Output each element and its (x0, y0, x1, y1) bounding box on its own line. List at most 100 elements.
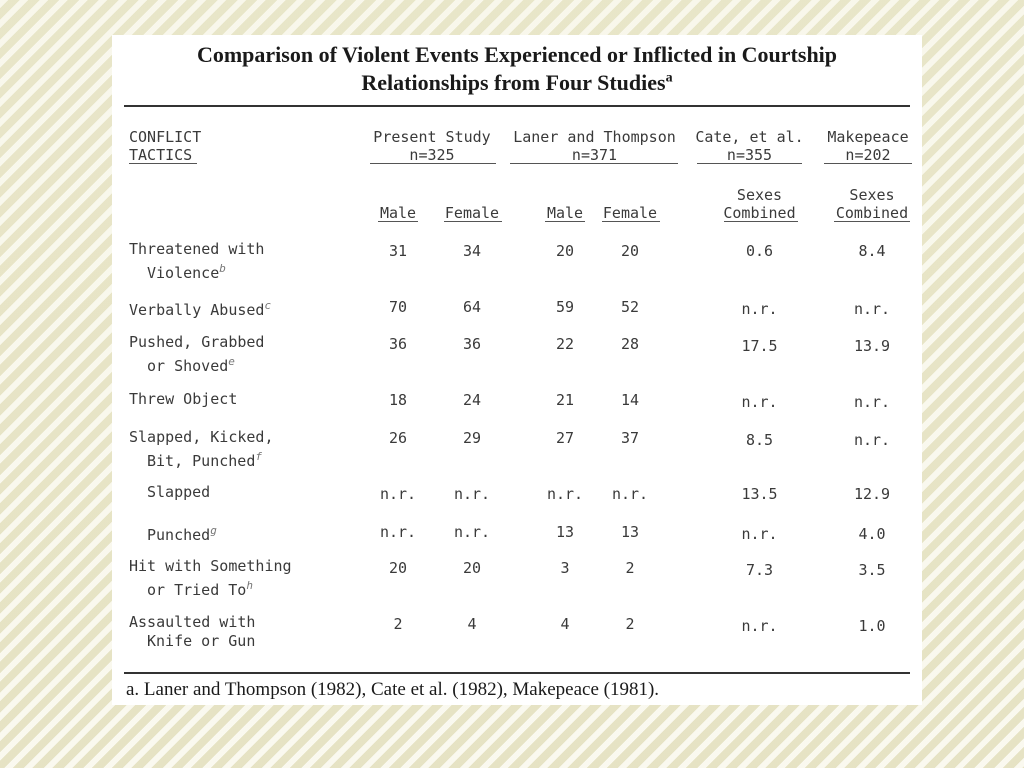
subcol-makepeace-sexes: Sexes (849, 186, 895, 204)
cell-cate-combined: n.r. (741, 617, 778, 635)
cell-present-male: 31 (388, 242, 408, 260)
cell-present-male: 36 (388, 335, 408, 353)
row-label-line-1: Verbally Abused (129, 301, 265, 319)
row-label: Hit with Something or Tried Toh (129, 557, 292, 600)
cell-cate-combined: 17.5 (741, 337, 778, 355)
footnote-marker: c (264, 299, 272, 312)
cell-cate-combined: n.r. (741, 525, 778, 543)
row-label-line-2: Bit, Punched (147, 452, 256, 470)
study-present-name: Present Study (373, 128, 491, 146)
row-label-line-1: Slapped, Kicked, (129, 428, 274, 446)
subcol-cate-sexes: Sexes (736, 186, 783, 204)
row-label-line-1: Hit with Something (129, 557, 292, 575)
table-title: Comparison of Violent Events Experienced… (112, 41, 922, 97)
study-cate-name: Cate, et al. (695, 128, 804, 146)
row-label: Slapped (129, 483, 210, 502)
cell-cate-combined: 0.6 (745, 242, 774, 260)
cell-present-female: n.r. (453, 485, 491, 503)
cell-present-male: 26 (388, 429, 408, 447)
cell-cate-combined: 13.5 (741, 485, 778, 503)
title-footnote-marker: a (665, 70, 673, 86)
row-label-line-1: Threw Object (129, 390, 238, 408)
cell-present-male: 70 (388, 298, 408, 316)
footnote-marker: h (246, 579, 253, 592)
cell-present-male: 18 (388, 391, 408, 409)
bottom-rule (124, 672, 910, 674)
cell-laner-female: 52 (620, 298, 640, 316)
cell-present-female: 64 (462, 298, 482, 316)
footnote-marker: e (228, 355, 235, 368)
cell-laner-male: 27 (555, 429, 575, 447)
cell-makepeace-combined: 1.0 (858, 617, 886, 635)
footnote-marker: b (219, 262, 226, 275)
cell-present-female: 34 (462, 242, 482, 260)
header-tactics: TACTICS (129, 146, 193, 164)
study-laner-n: n=371 (571, 146, 618, 164)
row-label-line-2: or Tried To (147, 581, 247, 599)
row-label: Threatened with Violenceb (129, 240, 264, 283)
row-label-line-2: Punched (147, 526, 211, 544)
cell-laner-female: 37 (620, 429, 640, 447)
cell-laner-male: n.r. (546, 485, 584, 503)
cell-laner-female: 14 (620, 391, 640, 409)
cell-laner-male: 59 (555, 298, 575, 316)
top-rule (124, 105, 910, 107)
cell-laner-female: 2 (625, 559, 635, 577)
title-line-2: Relationships from Four Studiesa (112, 69, 922, 97)
cell-present-male: n.r. (379, 523, 417, 541)
cell-cate-combined: 7.3 (745, 561, 774, 579)
row-label: Pushed, Grabbed or Shovede (129, 333, 264, 376)
cell-laner-female: 28 (620, 335, 640, 353)
cell-present-female: n.r. (453, 523, 491, 541)
subcol-present-male: Male (379, 204, 417, 222)
cell-cate-combined: n.r. (741, 393, 778, 411)
cell-laner-female: 13 (620, 523, 640, 541)
subcol-laner-female: Female (602, 204, 658, 222)
study-makepeace-name: Makepeace (827, 128, 909, 146)
cell-makepeace-combined: n.r. (853, 300, 891, 318)
subcol-present-male-underline (378, 221, 418, 222)
cell-present-male: 2 (393, 615, 403, 633)
subcol-makepeace-underline (834, 221, 910, 222)
row-label: Slapped, Kicked, Bit, Punchedf (129, 428, 274, 471)
subcol-present-female: Female (444, 204, 500, 222)
footnote-marker: g (210, 524, 217, 537)
title-line-2-text: Relationships from Four Studies (361, 70, 666, 95)
row-label: Punchedg (129, 521, 217, 545)
cell-makepeace-combined: 3.5 (858, 561, 886, 579)
cell-laner-female: 2 (625, 615, 635, 633)
cell-makepeace-combined: n.r. (853, 393, 891, 411)
row-label-line-1: Pushed, Grabbed (129, 333, 265, 351)
subcol-makepeace-combined: Combined (835, 204, 909, 222)
row-label-line-2: Violence (147, 264, 220, 282)
subcol-cate-combined: Combined (723, 204, 796, 222)
cell-laner-male: 20 (555, 242, 575, 260)
study-cate-n: n=355 (726, 146, 773, 164)
study-present-underline (370, 163, 496, 164)
cell-laner-female: 20 (620, 242, 640, 260)
cell-present-male: 20 (388, 559, 408, 577)
cell-laner-male: 13 (555, 523, 575, 541)
study-laner-name: Laner and Thompson (513, 128, 676, 146)
cell-present-female: 4 (467, 615, 477, 633)
cell-present-female: 20 (462, 559, 482, 577)
cell-makepeace-combined: 13.9 (853, 337, 891, 355)
cell-makepeace-combined: n.r. (853, 431, 891, 449)
cell-laner-male: 22 (555, 335, 575, 353)
row-label-line-1: Threatened with (129, 240, 265, 258)
row-label: Assaulted with Knife or Gun (129, 613, 255, 651)
subcol-laner-male-underline (545, 221, 585, 222)
cell-present-female: 29 (462, 429, 482, 447)
cell-makepeace-combined: 4.0 (858, 525, 886, 543)
row-label-line-1: Assaulted with (129, 613, 256, 631)
cell-makepeace-combined: 12.9 (853, 485, 891, 503)
study-makepeace-n: n=202 (845, 146, 891, 164)
table-footnote: a. Laner and Thompson (1982), Cate et al… (126, 679, 660, 700)
subcol-laner-male: Male (546, 204, 584, 222)
study-laner-underline (510, 163, 678, 164)
subcol-present-female-underline (444, 221, 502, 222)
footnote-marker: f (255, 450, 262, 463)
row-label: Threw Object (129, 390, 237, 409)
row-label-line-2: Knife or Gun (147, 632, 256, 650)
subcol-laner-female-underline (602, 221, 660, 222)
